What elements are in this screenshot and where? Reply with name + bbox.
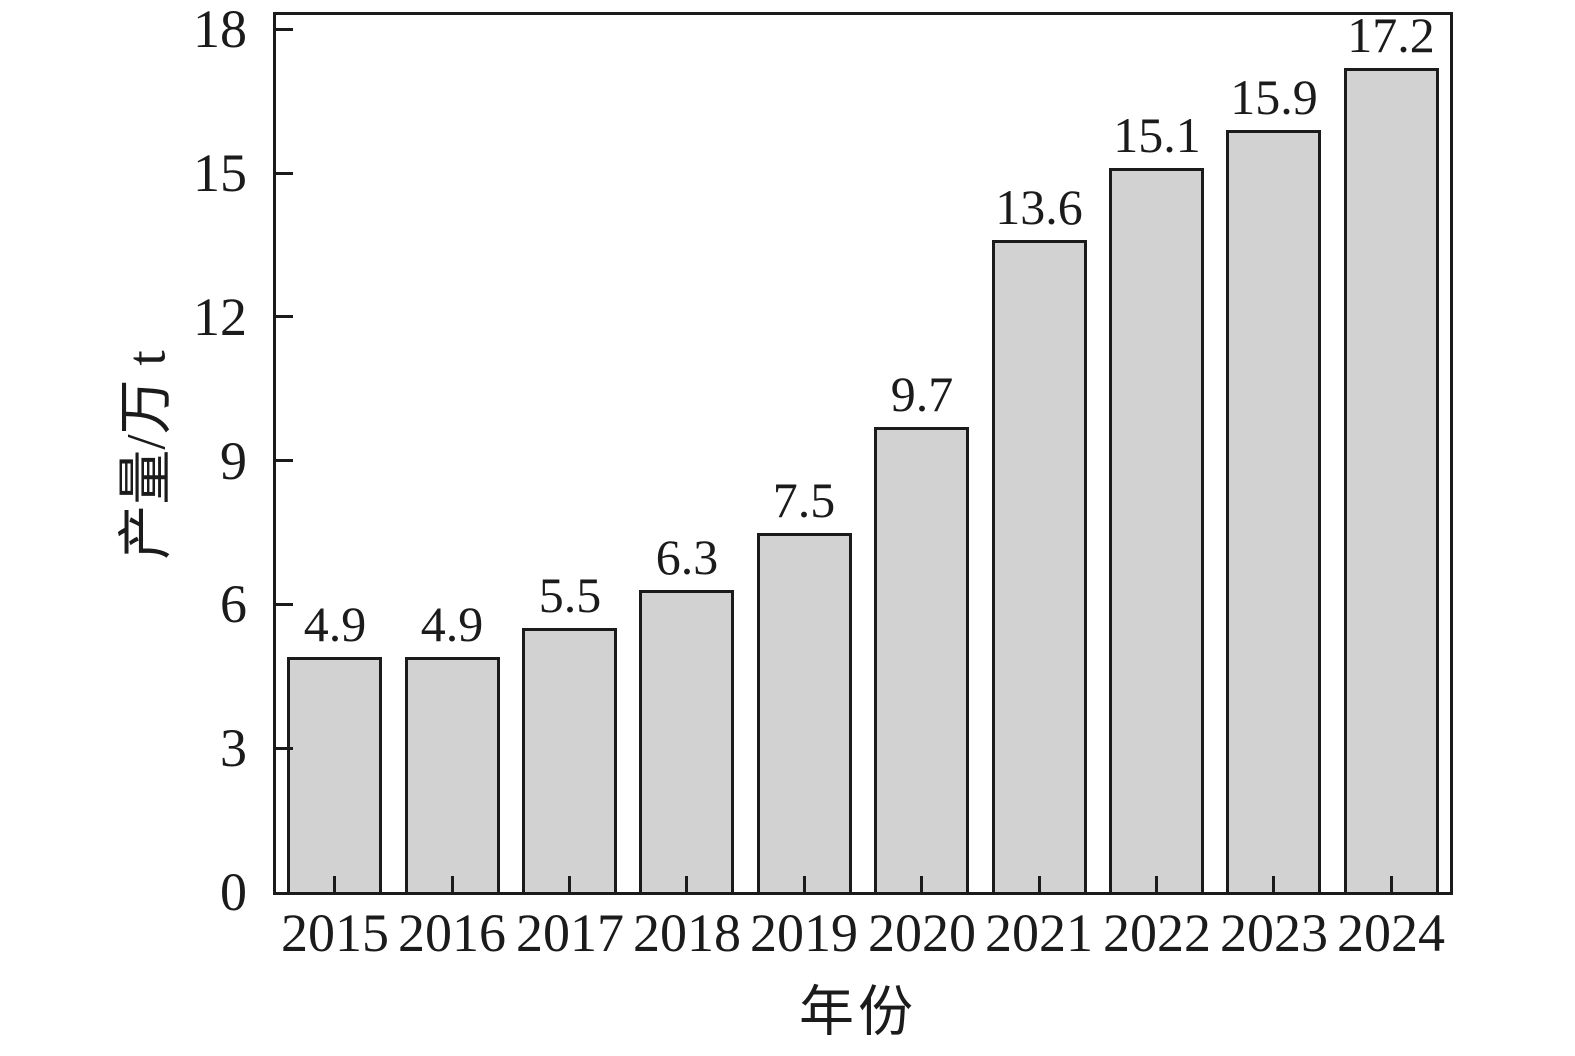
y-tick-mark	[276, 603, 293, 606]
x-tick-mark	[685, 876, 688, 892]
x-tick-label: 2016	[398, 903, 506, 963]
bar-2017	[522, 628, 617, 892]
x-tick-mark	[1272, 876, 1275, 892]
bar-2015	[287, 657, 382, 892]
y-tick-mark	[276, 747, 293, 750]
y-tick-label: 0	[220, 862, 247, 922]
y-tick-label: 15	[193, 143, 247, 203]
bar-value-label: 15.1	[1113, 107, 1201, 163]
y-tick-label: 6	[220, 574, 247, 634]
y-tick-mark	[276, 315, 293, 318]
y-tick-label: 9	[220, 431, 247, 491]
bar-2021	[992, 240, 1087, 892]
y-tick-label: 12	[193, 287, 247, 347]
x-tick-mark	[451, 876, 454, 892]
bar-2023	[1226, 130, 1321, 892]
bar-2016	[405, 657, 500, 892]
bar-2018	[639, 590, 734, 892]
bar-value-label: 4.9	[420, 596, 484, 652]
x-tick-label: 2019	[750, 903, 858, 963]
x-tick-label: 2024	[1337, 903, 1445, 963]
x-tick-label: 2023	[1220, 903, 1328, 963]
y-tick-label: 3	[220, 718, 247, 778]
bar-value-label: 9.7	[890, 366, 954, 422]
x-tick-mark	[568, 876, 571, 892]
bar-2019	[757, 533, 852, 892]
y-tick-mark	[276, 28, 293, 31]
bar-value-label: 7.5	[772, 472, 836, 528]
y-tick-mark	[276, 172, 293, 175]
x-tick-label: 2018	[633, 903, 741, 963]
bar-value-label: 17.2	[1347, 7, 1435, 63]
x-tick-mark	[920, 876, 923, 892]
plot-area	[273, 12, 1453, 895]
bar-value-label: 13.6	[995, 179, 1083, 235]
x-tick-mark	[1390, 876, 1393, 892]
x-tick-mark	[333, 876, 336, 892]
x-tick-label: 2015	[281, 903, 389, 963]
bar-2020	[874, 427, 969, 892]
x-tick-label: 2022	[1103, 903, 1211, 963]
y-tick-label: 18	[193, 0, 247, 59]
bar-2022	[1109, 168, 1204, 892]
x-tick-label: 2021	[985, 903, 1093, 963]
x-axis-title: 年份	[798, 981, 918, 1043]
bar-value-label: 15.9	[1230, 69, 1318, 125]
x-tick-label: 2017	[516, 903, 624, 963]
x-tick-mark	[1038, 876, 1041, 892]
x-tick-label: 2020	[868, 903, 976, 963]
y-tick-mark	[276, 459, 293, 462]
bar-value-label: 6.3	[655, 529, 719, 585]
bar-value-label: 4.9	[303, 596, 367, 652]
bar-value-label: 5.5	[538, 567, 602, 623]
bar-2024	[1344, 68, 1439, 892]
x-tick-mark	[803, 876, 806, 892]
x-tick-mark	[1155, 876, 1158, 892]
